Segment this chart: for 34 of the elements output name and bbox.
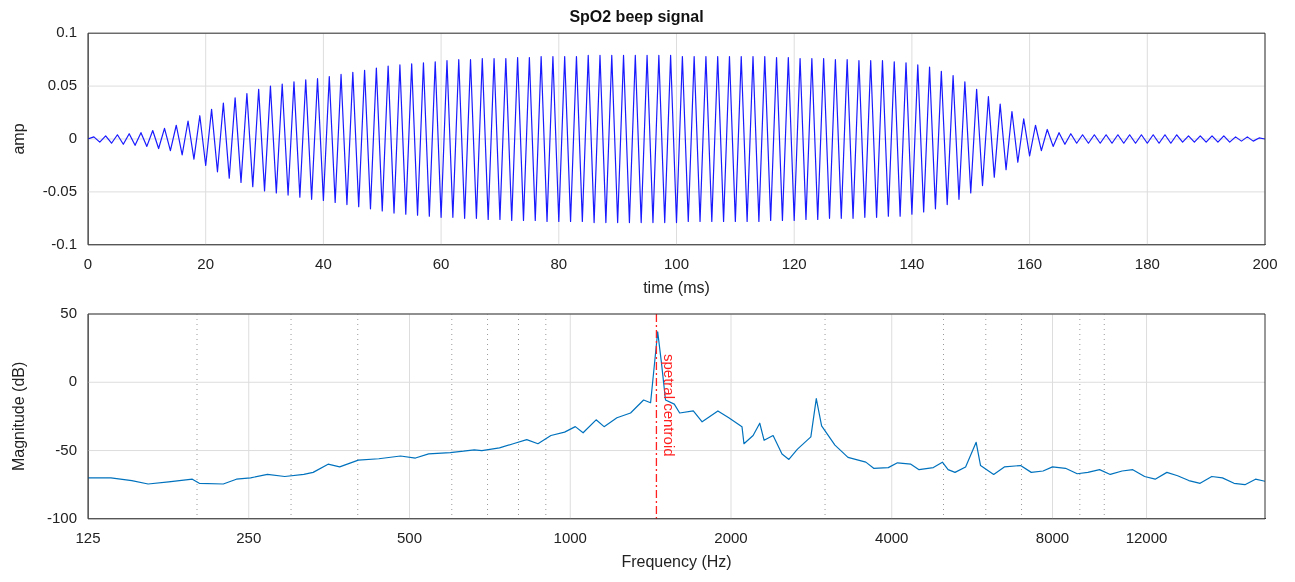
y-tick-label: 0 — [68, 372, 77, 390]
y-tick-label: 0.05 — [47, 76, 77, 94]
x-tick-label: 4000 — [875, 528, 909, 546]
x-tick-label: 140 — [899, 254, 925, 272]
x-tick-label: 120 — [781, 254, 807, 272]
y-tick-label: -50 — [55, 440, 77, 458]
y-tick-label: -0.05 — [42, 182, 77, 200]
x-tick-label: 0 — [83, 254, 93, 272]
y-tick-label: -100 — [46, 508, 77, 526]
x-tick-label: 12000 — [1125, 528, 1168, 546]
x-tick-label: 8000 — [1035, 528, 1070, 546]
x-tick-label: 160 — [1017, 254, 1043, 272]
x-tick-label: 20 — [197, 254, 215, 272]
y-axis-title: amp — [10, 123, 28, 155]
x-tick-label: 2000 — [714, 528, 748, 546]
ref-line-label: spetral centroid — [660, 354, 678, 457]
x-tick-label: 80 — [550, 254, 568, 272]
x-tick-label: 40 — [315, 254, 332, 272]
y-tick-label: -0.1 — [51, 234, 77, 252]
x-tick-label: 500 — [396, 528, 423, 546]
x-tick-label: 1000 — [553, 528, 587, 546]
x-tick-label: 250 — [236, 528, 262, 546]
x-tick-label: 125 — [75, 528, 101, 546]
x-axis-title: Frequency (Hz) — [621, 552, 732, 570]
y-tick-label: 0.1 — [56, 23, 77, 41]
y-axis-title: Magnitude (dB) — [10, 361, 28, 472]
x-tick-label: 180 — [1134, 254, 1160, 272]
x-tick-label: 100 — [663, 254, 690, 272]
x-axis-title: time (ms) — [643, 278, 710, 296]
x-tick-label: 60 — [432, 254, 450, 272]
chart-title: SpO2 beep signal — [569, 8, 704, 26]
y-tick-label: 50 — [60, 304, 77, 322]
x-tick-label: 200 — [1252, 254, 1278, 272]
y-tick-label: 0 — [68, 129, 77, 147]
